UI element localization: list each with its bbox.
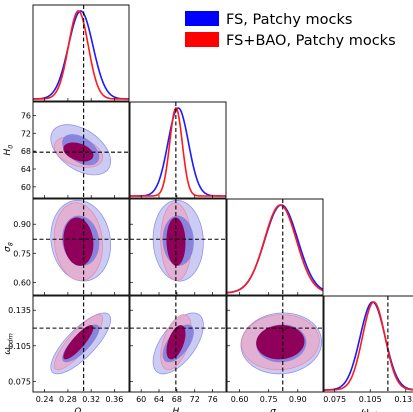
axis-label-subscript: 8 [7, 242, 15, 246]
axis-label-H0: H0 [173, 407, 184, 412]
legend-label-1: FS, Patchy mocks [226, 12, 352, 28]
y-tick-label: 0.135 [8, 306, 31, 315]
panel-frame [32, 101, 130, 199]
panel-content [130, 199, 226, 295]
axis-label-H0: H0 [3, 145, 15, 156]
axis-label-subscript: 0 [179, 411, 183, 412]
marginal-curve-H0-2 [130, 107, 226, 197]
y-tick-label: 64 [21, 165, 31, 174]
x-tick-label: 72 [190, 395, 200, 404]
x-tick-label: 64 [154, 395, 164, 404]
marginal-curve-wcdm-1 [324, 301, 413, 391]
panel-content [227, 296, 323, 392]
y-tick-label: 0.90 [13, 220, 31, 229]
marginal-curve-s8-1 [227, 204, 323, 294]
marginal-curve-Om-2 [33, 10, 129, 100]
contour-68-2 [63, 217, 94, 266]
panel-frame [129, 295, 227, 393]
y-tick-label: 76 [21, 111, 31, 120]
panel-frame [129, 101, 227, 199]
x-tick-label: 0.36 [106, 395, 124, 404]
x-tick-label: 0.075 [323, 395, 346, 404]
axis-label-Om: Ωm [73, 407, 87, 412]
x-tick-label: 0.135 [394, 395, 413, 404]
panel-frame [323, 295, 413, 393]
x-tick-label: 0.32 [82, 395, 100, 404]
y-tick-label: 60 [21, 183, 31, 192]
panel-H0-H0 [129, 101, 227, 199]
panel-s8-s8 [226, 198, 324, 296]
x-tick-label: 0.24 [36, 395, 54, 404]
panel-frame [32, 4, 130, 102]
x-tick-label: 0.90 [289, 395, 307, 404]
panel-content [130, 296, 226, 392]
legend-swatch-2 [185, 32, 219, 47]
panel-content [33, 5, 129, 101]
panel-content [33, 102, 129, 198]
axis-label-subscript: m [81, 411, 87, 412]
axis-label-subscript: 0 [7, 145, 15, 149]
panel-s8-wcdm: 0.60 0.75 0.90 [226, 295, 324, 404]
panel-frame [32, 198, 130, 296]
x-tick-label: 0.75 [260, 395, 278, 404]
legend-label-2: FS+BAO, Patchy mocks [226, 33, 396, 49]
panel-frame [226, 198, 324, 296]
axis-label-subscript: 8 [276, 411, 280, 412]
y-tick-label: 0.75 [13, 249, 31, 258]
panel-Om-s8: 0.60 0.75 0.90 [13, 198, 130, 296]
panel-frame [32, 295, 130, 393]
legend-swatch-1 [185, 11, 219, 26]
panel-frame [129, 198, 227, 296]
contour-68-2 [256, 325, 305, 360]
y-tick-label: 0.105 [8, 342, 31, 351]
axis-label-s8: σ8 [270, 407, 280, 412]
panel-Om-H0: 60 64 68 72 76 [21, 101, 130, 199]
x-tick-label: 0.105 [359, 395, 382, 404]
x-tick-label: 68 [172, 395, 182, 404]
panel-Om-wcdm: 0.24 0.28 0.32 0.36 0.075 0.105 0.135 [8, 295, 130, 404]
panel-H0-wcdm: 60 64 68 72 76 [129, 295, 227, 404]
panel-content [33, 296, 129, 392]
x-tick-label: 76 [208, 395, 218, 404]
x-tick-label: 0.60 [231, 395, 249, 404]
axis-label-wcdm: ωcdm [361, 407, 383, 412]
y-tick-label: 0.60 [13, 278, 31, 287]
x-tick-label: 0.28 [59, 395, 77, 404]
y-tick-label: 0.075 [8, 377, 31, 386]
panel-H0-s8 [129, 198, 227, 296]
panel-content [227, 199, 323, 295]
panel-Om-Om [32, 4, 130, 102]
contour-68-2 [63, 142, 94, 162]
axis-label-subscript: cdm [7, 333, 15, 347]
y-tick-label: 68 [21, 147, 31, 156]
panel-content [130, 102, 226, 198]
panel-frame [226, 295, 324, 393]
marginal-curve-Om-1 [33, 10, 129, 100]
marginal-curve-s8-2 [227, 204, 323, 294]
axis-label-subscript: cdm [369, 411, 383, 412]
axis-label-s8: σ8 [3, 242, 15, 252]
panel-wcdm-wcdm: 0.075 0.105 0.135 [323, 295, 413, 404]
legend: FS, Patchy mocks FS+BAO, Patchy mocks [185, 11, 396, 49]
marginal-curve-wcdm-2 [324, 301, 413, 391]
y-tick-label: 72 [21, 129, 31, 138]
contour-68-2 [63, 325, 94, 360]
x-tick-label: 60 [136, 395, 146, 404]
panel-content [324, 296, 413, 392]
panel-content [33, 199, 129, 295]
marginal-curve-H0-1 [130, 107, 226, 197]
axis-label-wcdm: ωcdm [3, 333, 15, 355]
